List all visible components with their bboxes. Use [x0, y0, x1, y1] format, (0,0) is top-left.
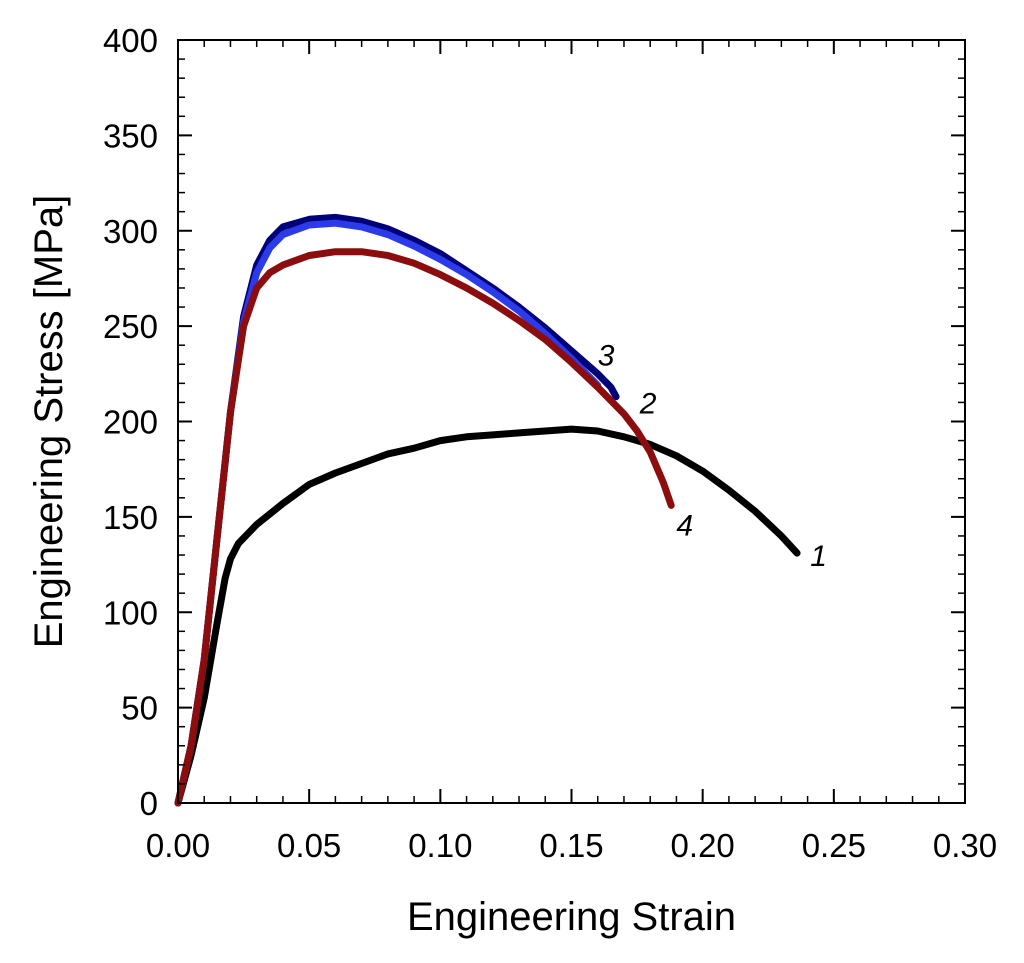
x-axis-title: Engineering Strain — [407, 895, 736, 939]
y-tick-label: 0 — [140, 785, 158, 822]
series-4-line — [174, 248, 675, 807]
series-4-label: 4 — [676, 510, 693, 543]
y-tick-label: 50 — [121, 690, 158, 727]
y-tick-label: 250 — [103, 308, 158, 345]
y-tick-label: 400 — [103, 22, 158, 59]
y-tick-label: 100 — [103, 594, 158, 631]
x-tick-label: 0.25 — [802, 827, 866, 864]
series-3-line — [174, 219, 602, 807]
x-tick-label: 0.30 — [933, 827, 997, 864]
x-tick-label: 0.15 — [539, 827, 603, 864]
x-tick-label: 0.20 — [671, 827, 735, 864]
series-3-label: 3 — [598, 340, 615, 373]
y-tick-label: 200 — [103, 404, 158, 441]
x-tick-label: 0.05 — [277, 827, 341, 864]
y-tick-label: 300 — [103, 213, 158, 250]
series-2-line — [174, 213, 620, 807]
series-2-label: 2 — [639, 387, 657, 420]
ticks-layer — [177, 39, 966, 804]
y-tick-label: 350 — [103, 117, 158, 154]
series-1-line — [174, 425, 801, 807]
plot-frame — [177, 39, 966, 804]
series-1-label: 1 — [810, 540, 827, 573]
x-tick-label: 0.10 — [408, 827, 472, 864]
y-tick-label: 150 — [103, 499, 158, 536]
y-axis-title: Engineering Stress [MPa] — [27, 195, 71, 649]
x-tick-label: 0.00 — [146, 827, 210, 864]
curves-layer — [174, 213, 801, 807]
labels-layer: 0.00 0.05 0.10 0.15 0.20 0.25 0.30 0 50 100 150 200… — [103, 22, 997, 864]
